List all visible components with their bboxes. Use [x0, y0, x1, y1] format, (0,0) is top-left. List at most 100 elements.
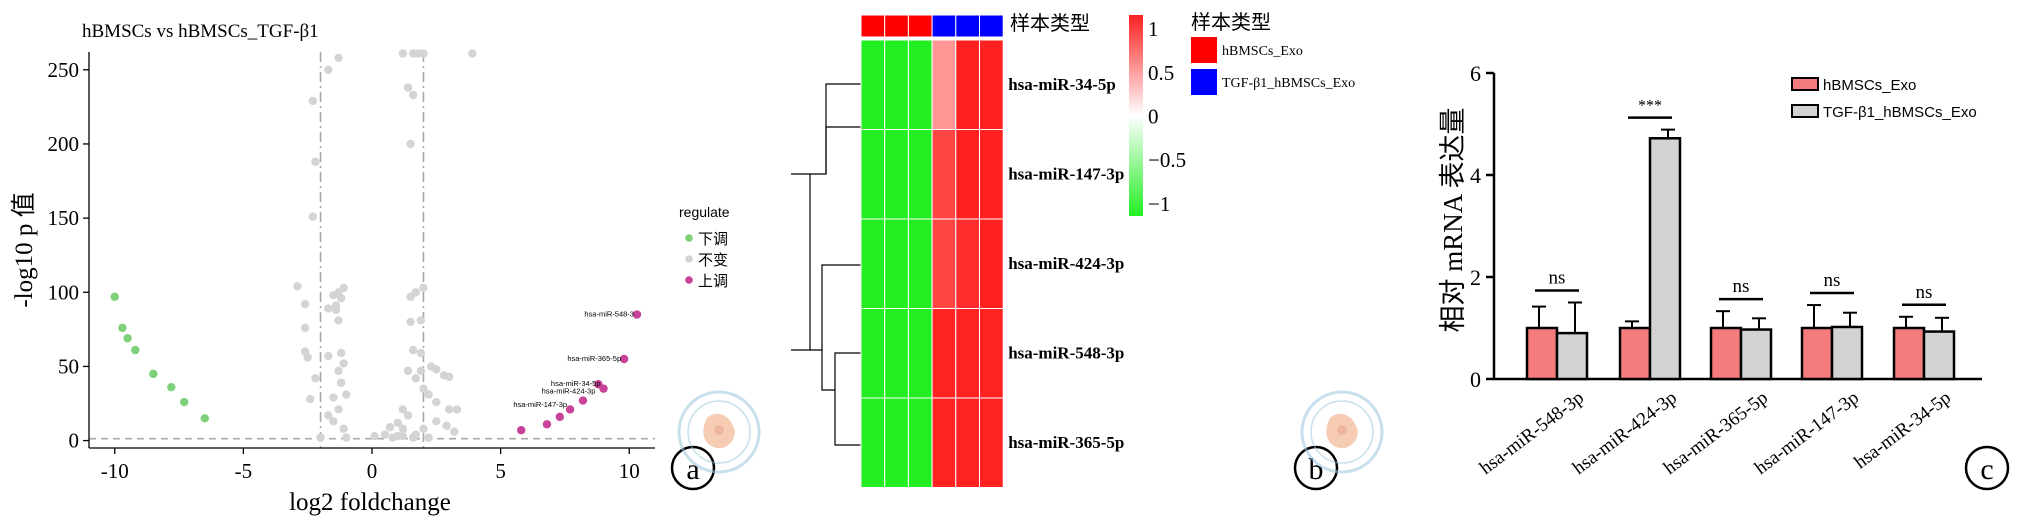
heatmap-row-label: hsa-miR-34-5p [1008, 75, 1116, 94]
volcano-point [123, 334, 132, 343]
volcano-legend-label: 下调 [698, 231, 728, 248]
volcano-point [334, 405, 343, 414]
bar-category-label: hsa-miR-34-5p [1850, 387, 1955, 473]
volcano-annotation: hsa-miR-34-5p [551, 379, 601, 388]
volcano-annotation: hsa-miR-548-3 [584, 310, 634, 319]
watermark-seal-b [1300, 390, 1384, 474]
volcano-point [336, 294, 346, 303]
heatmap-cell [979, 397, 1004, 488]
volcano-point [388, 433, 397, 442]
heatmap-legend-swatch [1191, 37, 1217, 63]
bar [1709, 326, 1743, 381]
volcano-point [419, 384, 428, 393]
volcano-point [370, 431, 379, 441]
volcano-legend-label: 上调 [698, 273, 728, 290]
heatmap-legend-label: TGF-β1_hBMSCs_Exo [1222, 76, 1355, 91]
heatmap-cell [884, 397, 909, 488]
volcano-point [599, 384, 608, 393]
volcano-y-label: -log10 p 值 [10, 192, 38, 307]
watermark-seal-a [677, 390, 761, 474]
volcano-point [342, 390, 351, 399]
colorbar-tick-label: 1 [1148, 17, 1159, 41]
volcano-point [110, 292, 119, 301]
volcano-point [517, 426, 526, 435]
bar-y-tick-label: 0 [1470, 367, 1481, 392]
volcano-point [406, 139, 415, 149]
volcano-point [424, 390, 433, 399]
volcano-point [179, 397, 189, 407]
heatmap-cell [955, 308, 980, 399]
panel-a-badge: a [670, 445, 716, 491]
heatmap-cell [884, 308, 909, 399]
volcano-x-label: log2 foldchange [289, 489, 451, 516]
volcano-point [565, 405, 575, 414]
volcano-point [416, 348, 426, 358]
heatmap-row-label: hsa-miR-147-3p [1008, 164, 1124, 183]
volcano-point [393, 418, 402, 427]
bar-legend-swatch [1791, 77, 1819, 91]
heatmap-sample-annotation-cell [907, 14, 933, 38]
bar-y-tick-label: 6 [1470, 61, 1481, 86]
volcano-annotation: hsa-miR-424-3p [542, 387, 596, 396]
volcano-point [419, 49, 428, 58]
panel-a-circle [670, 445, 716, 491]
heatmap-sample-annotation-cell [884, 14, 909, 38]
volcano-point [303, 353, 312, 362]
panel-c-badge: c [1964, 445, 2010, 491]
panel-b-label: b [1309, 453, 1324, 486]
volcano-point [324, 351, 333, 361]
volcano-point [416, 316, 426, 325]
heatmap-cell [931, 308, 957, 399]
volcano-point [619, 354, 629, 364]
volcano-point [442, 421, 451, 430]
volcano-point [167, 382, 176, 392]
volcano-point [408, 345, 418, 355]
row-dendrogram [791, 83, 861, 446]
volcano-point [342, 433, 351, 442]
bar-legend-swatch [1791, 104, 1819, 118]
colorbar-tick-label: −0.5 [1148, 148, 1186, 172]
volcano-point [293, 282, 302, 291]
bar-legend-label: hBMSCs_Exo [1823, 77, 1916, 94]
volcano-point [424, 433, 433, 442]
volcano-point [444, 405, 454, 414]
heatmap-cell [931, 218, 957, 309]
panel-c-circle [1964, 445, 2010, 491]
bar [1525, 326, 1559, 381]
significance-label: ns [1824, 270, 1841, 291]
volcano-point [336, 348, 346, 358]
volcano-point [542, 420, 552, 429]
volcano-y-tick-label: 100 [48, 280, 80, 304]
volcano-y-tick-label: 200 [48, 132, 80, 156]
volcano-legend-key [685, 276, 693, 284]
volcano-point [432, 365, 441, 374]
volcano-annotation: hsa-miR-147-3p [513, 400, 567, 409]
panel-b-circle [1293, 445, 1339, 491]
volcano-point [339, 424, 348, 433]
volcano-point [406, 317, 415, 327]
heatmap-cell [931, 39, 957, 130]
bar [1555, 331, 1589, 381]
volcano-point [324, 411, 333, 420]
bar-legend: hBMSCs_Exo TGF-β1_hBMSCs_Exo [1791, 77, 1977, 121]
bar-y-label: 相对 mRNA 表达量 [1438, 107, 1468, 332]
volcano-point [408, 90, 418, 100]
significance-label: ns [1733, 276, 1750, 297]
heatmap-cell [979, 218, 1004, 309]
heatmap-cell [931, 129, 957, 220]
volcano-point [329, 417, 338, 426]
volcano-legend-key [685, 234, 693, 242]
volcano-legend-key [685, 255, 693, 263]
volcano-point [444, 372, 454, 382]
volcano-y-tick-label: 150 [48, 206, 80, 230]
significance-label: ns [1549, 268, 1566, 289]
heatmap-row-label: hsa-miR-548-3p [1008, 343, 1124, 362]
volcano-y-tick-label: 0 [69, 429, 80, 453]
volcano-y-tick-label: 50 [58, 354, 79, 378]
volcano-point [411, 288, 420, 297]
panel-b-badge: b [1293, 445, 1339, 491]
volcano-x-tick-label: 5 [495, 459, 506, 483]
heatmap-panel: 样本类型 hsa-miR-34-5p hsa-miR-147-3p hsa-miR-… [791, 11, 1355, 491]
